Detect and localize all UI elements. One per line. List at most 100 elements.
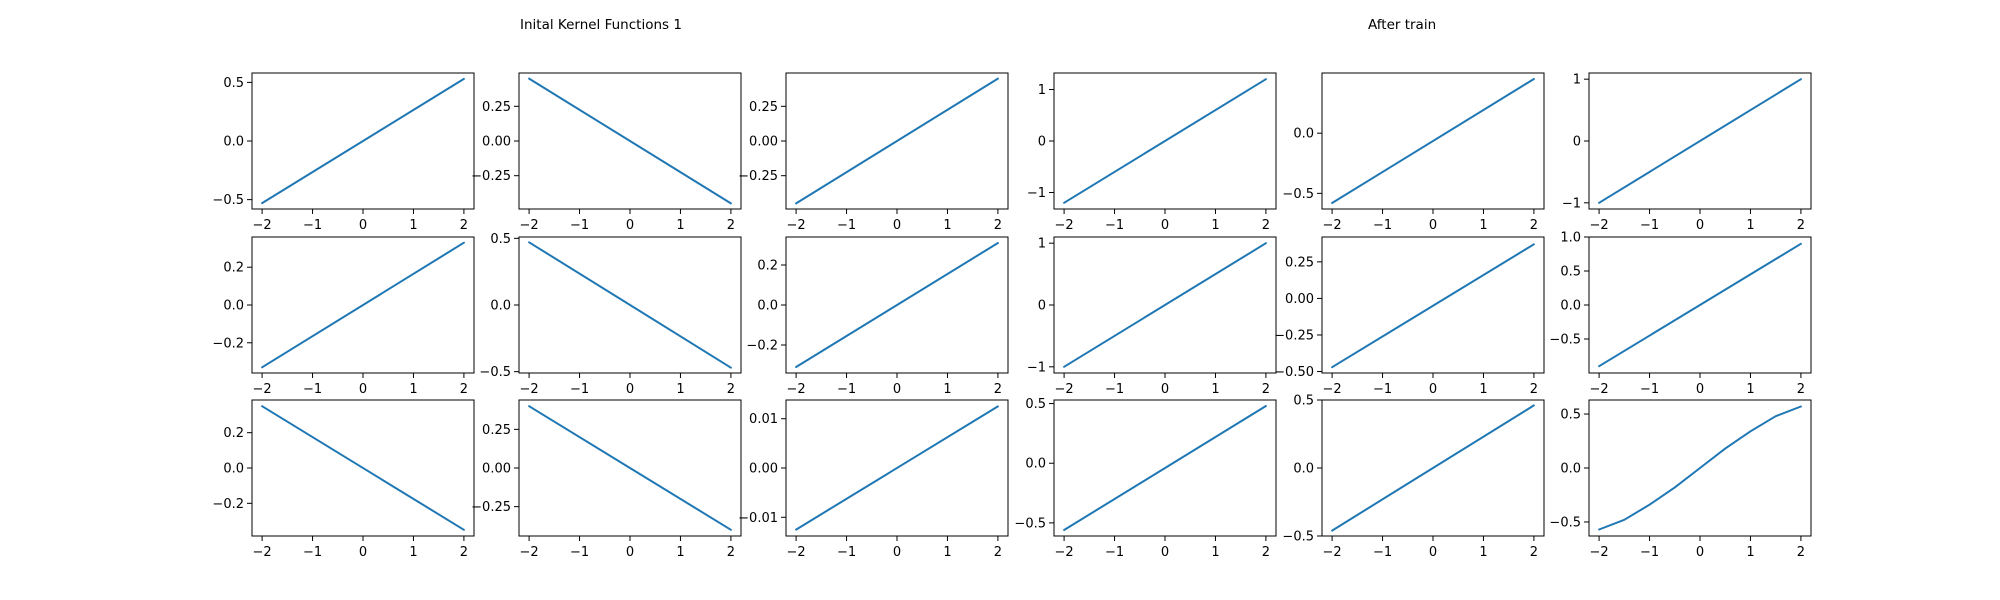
series-line	[795, 77, 999, 205]
x-tick-label: −2	[253, 545, 272, 560]
subplot-3-6: −2 −1 0 1 2 −0.5 0.0 0.5	[1549, 399, 1812, 560]
y-tick-label: 0.5	[223, 76, 244, 91]
x-tick-label: 0	[1429, 382, 1437, 397]
y-tick-label: 0.5	[1025, 397, 1046, 412]
x-tick-label: 0	[626, 382, 634, 397]
subplot-1-4: −2 −1 0 1 2 −1 0 1	[1027, 72, 1277, 233]
series-line	[1063, 78, 1267, 204]
x-tick-label: −1	[1373, 545, 1392, 560]
y-tick-label: 1	[1038, 83, 1046, 98]
x-tick-label: 2	[1530, 382, 1538, 397]
x-tick-label: 1	[409, 218, 417, 233]
y-tick-label: 0	[1038, 135, 1046, 150]
x-tick-label: −2	[520, 382, 539, 397]
x-tick-label: 1	[676, 382, 684, 397]
subplot-2-2: −2 −1 0 1 2 −0.5 0.0 0.5	[479, 232, 742, 397]
x-tick-label: −2	[520, 545, 539, 560]
x-tick-label: −2	[1055, 545, 1074, 560]
x-tick-label: 1	[676, 218, 684, 233]
y-tick-label: 0.0	[223, 462, 244, 477]
x-tick-label: −2	[1323, 218, 1342, 233]
y-tick-label: 0.0	[1293, 462, 1314, 477]
y-tick-label: 0.5	[1293, 394, 1314, 409]
y-tick-label: 0.2	[757, 259, 778, 274]
x-tick-label: 2	[727, 545, 735, 560]
y-tick-label: −0.5	[479, 365, 511, 380]
x-tick-label: 0	[1429, 218, 1437, 233]
y-tick-label: 0	[1038, 299, 1046, 314]
x-tick-label: −2	[253, 382, 272, 397]
y-tick-label: 0.2	[223, 426, 244, 441]
x-tick-label: 0	[626, 218, 634, 233]
series-line	[1598, 78, 1802, 204]
x-tick-label: 1	[409, 545, 417, 560]
y-tick-label: 0.2	[223, 261, 244, 276]
x-tick-label: −2	[1323, 545, 1342, 560]
y-tick-label: 0.00	[1285, 292, 1314, 307]
subplot-1-6: −2 −1 0 1 2 −1 0 1	[1562, 72, 1812, 233]
x-tick-label: −1	[1640, 382, 1659, 397]
series-line	[528, 405, 732, 531]
x-tick-label: 2	[460, 545, 468, 560]
y-tick-label: 0.00	[749, 135, 778, 150]
y-tick-label: −0.5	[1282, 530, 1314, 545]
series-line	[261, 405, 465, 531]
x-tick-label: 0	[1161, 218, 1169, 233]
x-tick-label: 0	[1696, 218, 1704, 233]
x-tick-label: 1	[409, 382, 417, 397]
y-tick-label: 0.0	[1560, 299, 1581, 314]
x-tick-label: 1	[1746, 545, 1754, 560]
x-tick-label: 2	[460, 382, 468, 397]
x-tick-label: 1	[1746, 218, 1754, 233]
subplot-3-3: −2 −1 0 1 2 −0.01 0.00 0.01	[738, 399, 1009, 560]
subplot-1-2: −2 −1 0 1 2 −0.25 0.00 0.25	[471, 72, 742, 233]
y-tick-label: −0.25	[471, 500, 511, 515]
x-tick-label: 1	[1479, 382, 1487, 397]
series-line	[261, 241, 465, 369]
series-line	[1063, 242, 1267, 368]
y-tick-label: 1.0	[1560, 231, 1581, 246]
x-tick-label: 1	[1211, 545, 1219, 560]
x-tick-label: −1	[1373, 218, 1392, 233]
x-tick-label: 0	[1429, 545, 1437, 560]
x-tick-label: −2	[1590, 382, 1609, 397]
y-tick-label: 0.0	[223, 299, 244, 314]
y-tick-label: 0.5	[1560, 265, 1581, 280]
y-tick-label: −0.5	[1014, 516, 1046, 531]
x-tick-label: 0	[1696, 382, 1704, 397]
x-tick-label: 0	[359, 382, 367, 397]
x-tick-label: 2	[1797, 218, 1805, 233]
x-tick-label: 0	[359, 218, 367, 233]
subplot-2-3: −2 −1 0 1 2 −0.2 0.0 0.2	[746, 236, 1009, 397]
x-tick-label: −1	[837, 545, 856, 560]
y-tick-label: 0.0	[1293, 127, 1314, 142]
y-tick-label: −0.2	[212, 497, 244, 512]
x-tick-label: 1	[943, 545, 951, 560]
x-tick-label: 1	[1746, 382, 1754, 397]
subplot-2-1: −2 −1 0 1 2 −0.2 0.0 0.2	[212, 236, 475, 397]
x-tick-label: −1	[1640, 218, 1659, 233]
x-tick-label: −2	[787, 218, 806, 233]
x-tick-label: −1	[303, 382, 322, 397]
subplot-2-5: −2 −1 0 1 2 −0.50 −0.25 0.00 0.25	[1274, 236, 1545, 397]
x-tick-label: 2	[994, 218, 1002, 233]
y-tick-label: −1	[1027, 186, 1046, 201]
subplot-3-5: −2 −1 0 1 2 −0.5 0.0 0.5	[1282, 394, 1545, 560]
title-right: After train	[1368, 17, 1436, 33]
y-tick-label: 0.25	[482, 100, 511, 115]
x-tick-label: −2	[1055, 382, 1074, 397]
y-tick-label: 0.0	[1025, 457, 1046, 472]
y-tick-label: 0.00	[482, 462, 511, 477]
y-tick-label: −1	[1027, 360, 1046, 375]
x-tick-label: 1	[1211, 218, 1219, 233]
x-tick-label: 0	[626, 545, 634, 560]
series-line	[528, 241, 732, 369]
subplot-3-2: −2 −1 0 1 2 −0.25 0.00 0.25	[471, 399, 742, 560]
subplot-1-3: −2 −1 0 1 2 −0.25 0.00 0.25	[738, 72, 1009, 233]
subplot-2-4: −2 −1 0 1 2 −1 0 1	[1027, 236, 1277, 397]
y-tick-label: −0.25	[1274, 328, 1314, 343]
y-tick-label: 0.25	[482, 423, 511, 438]
x-tick-label: 0	[893, 218, 901, 233]
x-tick-label: −1	[1105, 545, 1124, 560]
x-tick-label: 2	[1262, 382, 1270, 397]
